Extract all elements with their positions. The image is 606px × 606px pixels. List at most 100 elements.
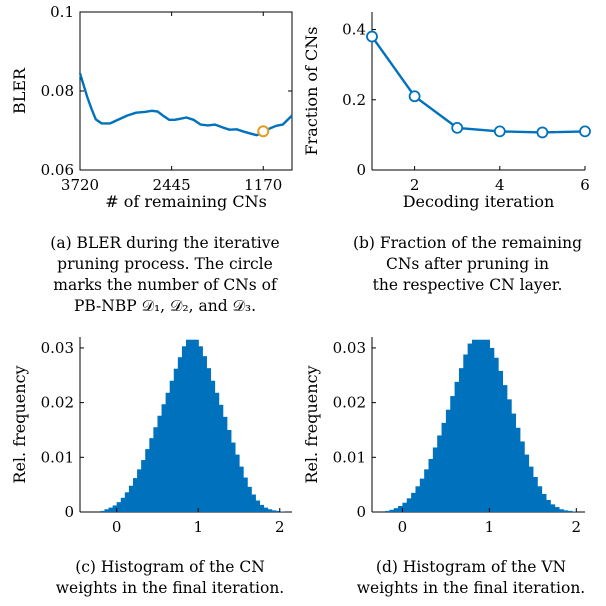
- chart-d-bar: [445, 409, 451, 512]
- chart-b-xtick-label: 2: [410, 176, 420, 194]
- chart-b-point: [408, 90, 421, 103]
- caption-a-line-1: (a) BLER during the iterative: [50, 234, 280, 252]
- chart-d-bar: [532, 477, 538, 512]
- chart-c-bar: [173, 368, 179, 512]
- chart-c-bar: [263, 507, 269, 512]
- chart-c-bar: [267, 509, 273, 512]
- chart-d-bar: [498, 370, 504, 512]
- chart-d-bar: [558, 509, 564, 512]
- caption-c-line-2: weights in the final iteration.: [55, 579, 285, 597]
- chart-d-bar: [567, 510, 573, 512]
- chart-a-xtick-label: 3720: [61, 176, 99, 194]
- chart-a-frame: [79, 11, 293, 171]
- caption-d: (d) Histogram of the VN weights in the f…: [346, 557, 596, 599]
- chart-d-bar: [398, 505, 404, 512]
- chart-c-bar: [190, 339, 195, 512]
- chart-d-bar: [502, 385, 508, 512]
- chart-c-bar: [169, 380, 175, 512]
- chart-c-bar: [141, 460, 146, 512]
- chart-d-xtick-label: 0: [398, 518, 408, 536]
- chart-d-bar: [402, 502, 408, 512]
- chart-d-bar: [541, 493, 547, 512]
- chart-c-bar: [234, 454, 240, 512]
- chart-c-bar: [124, 492, 130, 512]
- chart-c-ytick-label: 0.01: [41, 448, 74, 466]
- chart-c-xtick-label: 0: [112, 518, 122, 536]
- chart-d-bar: [454, 381, 460, 512]
- chart-b-series-line: [371, 35, 586, 134]
- chart-d-bar: [480, 339, 486, 512]
- chart-c-ytick-label: 0: [64, 503, 74, 521]
- chart-d-bar: [485, 339, 490, 512]
- chart-d-bar: [511, 413, 517, 512]
- chart-c-bar: [243, 477, 248, 512]
- chart-c-xtick-label: 2: [275, 518, 285, 536]
- caption-d-line-1: (d) Histogram of the VN: [375, 558, 567, 576]
- chart-c-ytick-label: 0.02: [41, 394, 74, 412]
- chart-a-series-line: [78, 72, 293, 137]
- chart-c-bar: [226, 429, 232, 512]
- chart-c-bar: [104, 509, 110, 512]
- chart-a-highlight-marker: [257, 125, 270, 138]
- caption-b-line-3: the respective CN layer.: [372, 276, 563, 294]
- chart-c-bar: [247, 486, 252, 512]
- chart-d-bar: [571, 511, 577, 512]
- caption-b: (b) Fraction of the remaining CNs after …: [335, 233, 600, 296]
- chart-b-point: [536, 126, 549, 139]
- chart-b-point: [366, 30, 378, 43]
- chart-c-bar: [218, 404, 224, 512]
- caption-a-line-2: pruning process. The circle: [57, 255, 273, 273]
- chart-d-ytick-label: 0.01: [333, 448, 366, 466]
- chart-d-bar: [528, 466, 534, 512]
- chart-d-bar: [463, 354, 469, 512]
- chart-c-bar: [137, 469, 142, 512]
- chart-c-bar: [157, 415, 163, 512]
- chart-d-ytick-label: 0: [356, 503, 366, 521]
- chart-d-bar: [428, 458, 434, 512]
- chart-b-ytick-label: 0.2: [342, 91, 366, 109]
- chart-c-bar: [210, 380, 216, 512]
- chart-b-xlabel: Decoding iteration: [403, 192, 555, 211]
- chart-d-xtick-label: 2: [572, 518, 582, 536]
- caption-a-line-4: PB-NBP 𝒟₁, 𝒟₂, and 𝒟₃.: [73, 297, 257, 315]
- chart-b-xtick-label: 4: [495, 176, 505, 194]
- chart-c-bar: [255, 500, 260, 512]
- chart-d-bar: [524, 454, 530, 512]
- chart-c-bar: [108, 507, 114, 512]
- chart-c-ylabel: Rel. frequency: [10, 365, 29, 483]
- caption-a-line-3: marks the number of CNs of: [53, 276, 277, 294]
- chart-d-ytick-label: 0.02: [333, 394, 366, 412]
- chart-d-bar: [506, 399, 512, 512]
- chart-c-bar: [194, 339, 199, 512]
- chart-c-bar: [198, 346, 203, 512]
- chart-c-bar: [279, 511, 285, 512]
- chart-b-point: [451, 121, 464, 134]
- chart-c-bar: [181, 346, 187, 512]
- chart-c-bar: [100, 510, 106, 512]
- chart-b-xtick-label: 6: [580, 176, 590, 194]
- chart-c-bar: [128, 485, 134, 512]
- chart-b-ytick-label: 0: [356, 161, 366, 179]
- chart-c-bar: [177, 357, 183, 512]
- chart-d-bar: [515, 427, 521, 512]
- chart-c-bar: [206, 368, 212, 512]
- chart-d-bar: [419, 478, 425, 512]
- chart-a-xlabel: # of remaining CNs: [105, 192, 267, 211]
- caption-c-line-1: (c) Histogram of the CN: [75, 558, 265, 576]
- chart-c-bar: [120, 497, 126, 512]
- chart-d-ylabel: Rel. frequency: [302, 365, 321, 483]
- chart-c-bar: [153, 427, 159, 512]
- chart-d-xtick-label: 1: [485, 518, 495, 536]
- chart-d-bar: [432, 447, 438, 512]
- chart-c-bar: [222, 416, 228, 512]
- chart-d-bar: [437, 435, 443, 512]
- caption-c: (c) Histogram of the CN weights in the f…: [45, 557, 295, 599]
- chart-d-bar: [411, 492, 417, 512]
- chart-a-xtick-label: 1170: [244, 176, 282, 194]
- chart-d-bar: [537, 486, 543, 512]
- chart-b-ytick-label: 0.4: [342, 21, 366, 39]
- chart-c-bar: [259, 504, 265, 512]
- chart-d-bar: [493, 357, 499, 512]
- chart-d-bars: [385, 339, 577, 512]
